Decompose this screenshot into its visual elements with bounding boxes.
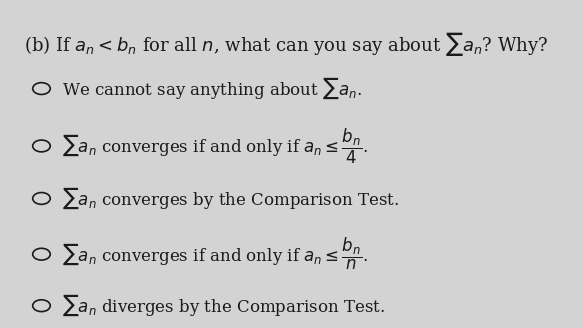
Text: (b) If $a_n < b_n$ for all $n$, what can you say about $\sum a_n$? Why?: (b) If $a_n < b_n$ for all $n$, what can… bbox=[24, 30, 549, 57]
Text: $\sum a_n$ converges by the Comparison Test.: $\sum a_n$ converges by the Comparison T… bbox=[62, 186, 399, 211]
Text: We cannot say anything about $\sum a_n$.: We cannot say anything about $\sum a_n$. bbox=[62, 76, 362, 101]
Text: $\sum a_n$ diverges by the Comparison Test.: $\sum a_n$ diverges by the Comparison Te… bbox=[62, 293, 385, 318]
Text: $\sum a_n$ converges if and only if $a_n \leq \dfrac{b_n}{n}$.: $\sum a_n$ converges if and only if $a_n… bbox=[62, 236, 368, 272]
Text: $\sum a_n$ converges if and only if $a_n \leq \dfrac{b_n}{4}$.: $\sum a_n$ converges if and only if $a_n… bbox=[62, 126, 368, 166]
